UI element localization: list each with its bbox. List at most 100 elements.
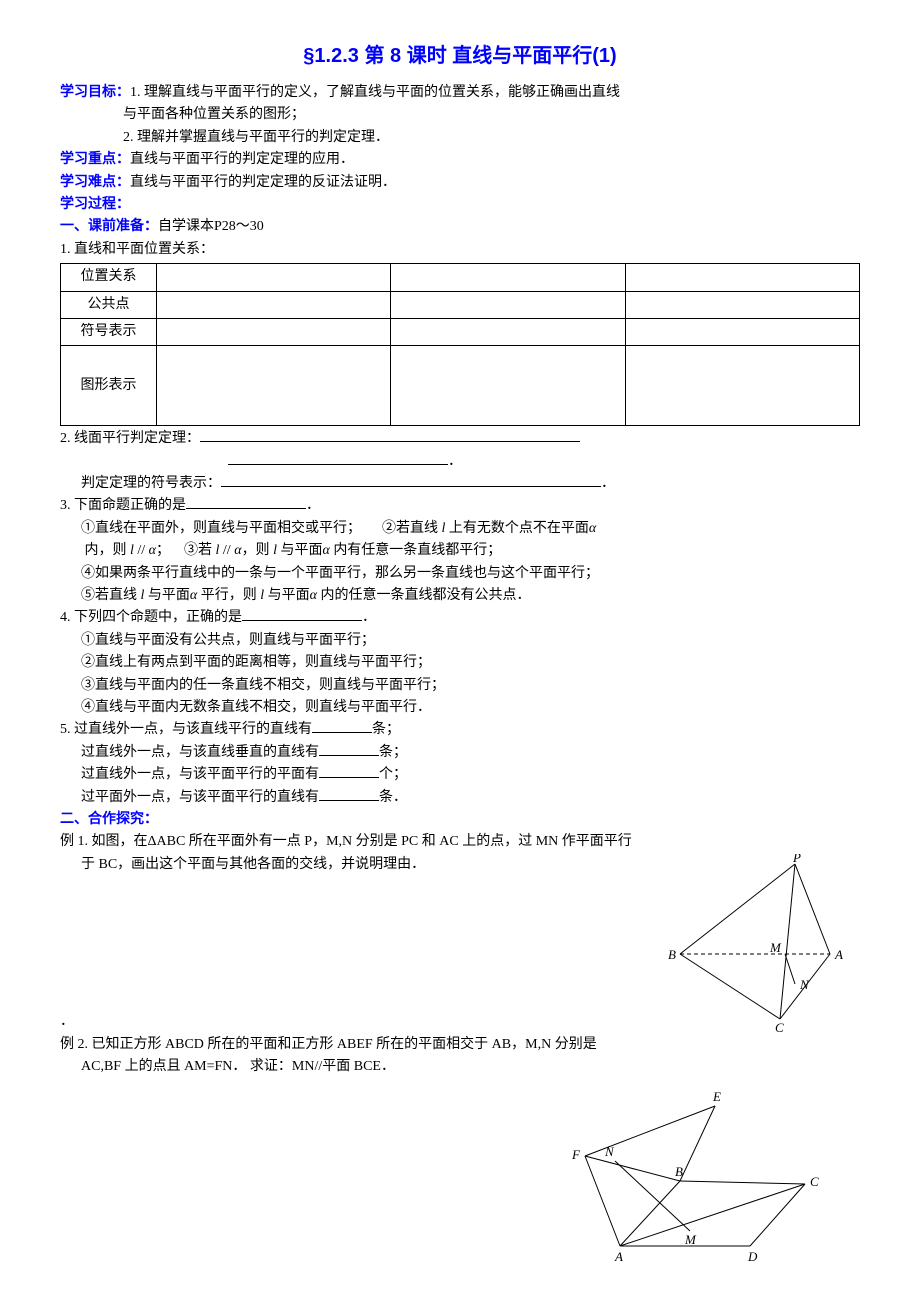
- figure1: P B M A N C: [660, 854, 860, 1042]
- difficulty-text: 直线与平面平行的判定定理的反证法证明．: [130, 175, 396, 190]
- q5-line1: 5. 过直线外一点，与该直线平行的直线有: [60, 722, 312, 737]
- focus-text: 直线与平面平行的判定定理的应用．: [130, 152, 354, 167]
- q5-line1-block: 5. 过直线外一点，与该直线平行的直线有 条；: [60, 719, 860, 741]
- section1-heading: 一、课前准备：: [60, 219, 158, 234]
- q3-row2: 内，则 l // α； ③若 l // α，则 l 与平面α 内有任意一条直线都…: [60, 540, 860, 562]
- q2-line1-block: 2. 线面平行判定定理：: [60, 428, 860, 450]
- table-row: 位置关系: [61, 264, 860, 291]
- cell-blank: [391, 318, 625, 345]
- q3-item1b2: 内，则 l // α；: [81, 543, 170, 558]
- cell-blank: [156, 264, 390, 291]
- learning-goal-label: 学习目标：: [60, 85, 130, 100]
- label-M: M: [684, 1232, 697, 1247]
- q4-header: 4. 下列四个命题中，正确的是: [60, 610, 242, 625]
- blank: [228, 464, 448, 465]
- q2-line1: 2. 线面平行判定定理：: [60, 431, 200, 446]
- label-P: P: [792, 854, 801, 865]
- q5-line2: 过直线外一点，与该直线垂直的直线有: [81, 745, 319, 760]
- page-title: §1.2.3 第 8 课时 直线与平面平行(1): [60, 40, 860, 72]
- cell-figure: 图形表示: [61, 346, 157, 426]
- section1-block: 一、课前准备：自学课本P28～30: [60, 216, 860, 238]
- section2-block: 二、合作探究：: [60, 809, 860, 831]
- q5-line3: 过直线外一点，与该平面平行的平面有: [81, 767, 319, 782]
- learning-focus-block: 学习重点：直线与平面平行的判定定理的应用．: [60, 149, 860, 171]
- example2-block: AC,BF 上的点且 AM=FN． 求证：MN//平面 BCE． E F N B…: [60, 1056, 860, 1256]
- goal-line1: 1. 理解直线与平面平行的定义，了解直线与平面的位置关系，能够正确画出直线: [130, 85, 620, 100]
- learning-process-block: 学习过程：: [60, 194, 860, 216]
- label-B: B: [675, 1164, 683, 1179]
- q5-line4-block: 过平面外一点，与该平面平行的直线有 条．: [60, 787, 860, 809]
- cell-blank: [156, 318, 390, 345]
- blank: [221, 486, 601, 487]
- q2-line3: 判定定理的符号表示：: [81, 476, 221, 491]
- q5-line3b: 个；: [379, 767, 407, 782]
- label-N: N: [799, 977, 810, 992]
- learning-difficulty-label: 学习难点：: [60, 175, 130, 190]
- cell-blank: [156, 346, 390, 426]
- example1-block: 于 BC，画出这个平面与其他各面的交线，并说明理由． P B M A N C ．: [60, 854, 860, 1034]
- figure2: E F N B C A M D: [560, 1086, 820, 1274]
- cell-blank: [625, 346, 859, 426]
- label-M: M: [769, 940, 782, 955]
- q3-item1c: ③若 l // α，则 l 与平面α 内有任意一条直线都平行；: [184, 543, 501, 558]
- q4-item2: ②直线上有两点到平面的距离相等，则直线与平面平行；: [60, 652, 860, 674]
- q5-line4b: 条．: [379, 790, 407, 805]
- ex2-line2: AC,BF 上的点且 AM=FN． 求证：MN//平面 BCE．: [60, 1056, 860, 1078]
- learning-focus-label: 学习重点：: [60, 152, 130, 167]
- q4-item4: ④直线与平面内无数条直线不相交，则直线与平面平行．: [60, 697, 860, 719]
- cell-blank: [391, 346, 625, 426]
- cell-blank: [625, 318, 859, 345]
- label-C: C: [810, 1174, 819, 1189]
- q3-item1b: ②若直线 l 上有无数个点不在平面α: [382, 521, 596, 536]
- label-E: E: [712, 1089, 721, 1104]
- blank: [319, 800, 379, 801]
- q5-line1b: 条；: [372, 722, 400, 737]
- label-A: A: [834, 947, 843, 962]
- cell-position: 位置关系: [61, 264, 157, 291]
- label-D: D: [747, 1249, 758, 1264]
- goal-line3: 2. 理解并掌握直线与平面平行的判定定理．: [60, 127, 860, 149]
- label-C: C: [775, 1020, 784, 1034]
- label-F: F: [571, 1147, 581, 1162]
- q5-line2-block: 过直线外一点，与该直线垂直的直线有 条；: [60, 742, 860, 764]
- cell-blank: [391, 264, 625, 291]
- label-B: B: [668, 947, 676, 962]
- q4-header-block: 4. 下列四个命题中，正确的是．: [60, 607, 860, 629]
- blank: [312, 732, 372, 733]
- q3-item4: ④如果两条平行直线中的一条与一个平面平行，那么另一条直线也与这个平面平行；: [60, 563, 860, 585]
- q3-header: 3. 下面命题正确的是: [60, 498, 186, 513]
- cell-blank: [156, 291, 390, 318]
- q3-row1: ①直线在平面外，则直线与平面相交或平行； ②若直线 l 上有无数个点不在平面α: [60, 518, 860, 540]
- blank: [319, 755, 379, 756]
- table-row: 公共点: [61, 291, 860, 318]
- table-row: 图形表示: [61, 346, 860, 426]
- label-A: A: [614, 1249, 623, 1264]
- table-row: 符号表示: [61, 318, 860, 345]
- q2-blank-line: ．: [60, 451, 860, 473]
- q4-item3: ③直线与平面内的任一条直线不相交，则直线与平面平行；: [60, 675, 860, 697]
- learning-goal-block: 学习目标：1. 理解直线与平面平行的定义，了解直线与平面的位置关系，能够正确画出…: [60, 82, 860, 104]
- q2-line3-block: 判定定理的符号表示：．: [60, 473, 860, 495]
- tetrahedron-icon: P B M A N C: [660, 854, 860, 1034]
- learning-process-label: 学习过程：: [60, 197, 130, 212]
- learning-difficulty-block: 学习难点：直线与平面平行的判定定理的反证法证明．: [60, 172, 860, 194]
- q3-item5: ⑤若直线 l 与平面α 平行，则 l 与平面α 内的任意一条直线都没有公共点．: [60, 585, 860, 607]
- q5-line3-block: 过直线外一点，与该平面平行的平面有 个；: [60, 764, 860, 786]
- blank: [200, 441, 580, 442]
- cell-blank: [625, 291, 859, 318]
- cell-symbol: 符号表示: [61, 318, 157, 345]
- blank: [319, 777, 379, 778]
- blank: [242, 620, 362, 621]
- cell-blank: [625, 264, 859, 291]
- q5-line2b: 条；: [379, 745, 407, 760]
- section2-heading: 二、合作探究：: [60, 812, 158, 827]
- q3-item1a: ①直线在平面外，则直线与平面相交或平行；: [81, 521, 361, 536]
- two-squares-icon: E F N B C A M D: [560, 1086, 820, 1266]
- label-N: N: [604, 1144, 615, 1159]
- cell-blank: [391, 291, 625, 318]
- q1-header: 1. 直线和平面位置关系：: [60, 239, 860, 261]
- q3-header-block: 3. 下面命题正确的是．: [60, 495, 860, 517]
- blank: [186, 508, 306, 509]
- q5-line4: 过平面外一点，与该平面平行的直线有: [81, 790, 319, 805]
- cell-common-point: 公共点: [61, 291, 157, 318]
